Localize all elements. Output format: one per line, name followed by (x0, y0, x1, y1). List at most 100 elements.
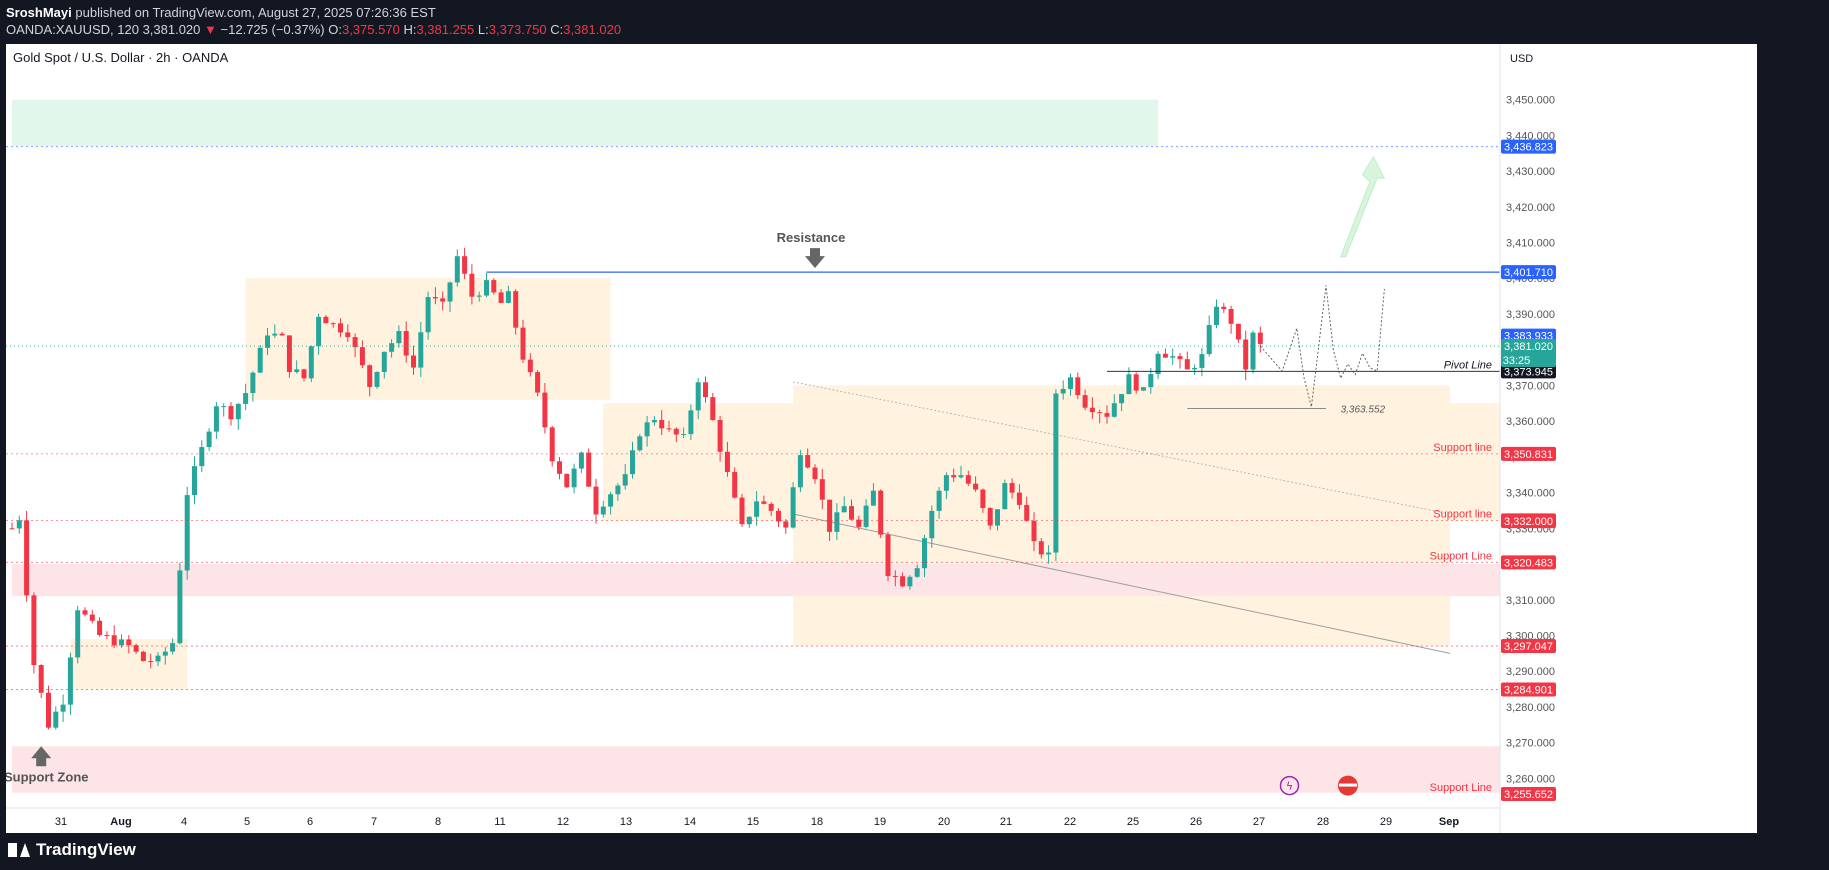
time-tick-label: 11 (494, 816, 505, 828)
candle-body (89, 614, 95, 621)
down-arrow-icon: ▼ (204, 22, 217, 37)
candle-body (1177, 356, 1183, 360)
published-text: published on TradingView.com, August 27,… (75, 5, 436, 20)
price-tick-label: 3,370.000 (1506, 380, 1555, 392)
candle-body (1170, 356, 1176, 358)
candle-body (148, 661, 154, 663)
candle-body (432, 296, 438, 299)
candle-body (805, 455, 811, 468)
price-badge-label: 3,320.483 (1504, 557, 1553, 569)
open-value: 3,375.570 (341, 22, 400, 37)
candle-body (600, 506, 606, 515)
highlight-zone (12, 746, 1509, 793)
level-label: Support Line (1430, 550, 1492, 562)
price-badge-label: 3,332.000 (1504, 516, 1553, 528)
highlight-zone (12, 564, 1524, 597)
candle-body (768, 503, 774, 511)
highlight-zone (12, 99, 1159, 147)
time-tick-label: 20 (938, 816, 950, 828)
time-tick-label: 15 (747, 816, 759, 828)
time-tick-label: 25 (1127, 816, 1139, 828)
candle-body (973, 483, 979, 490)
price-chart[interactable]: Pivot Line Support line Support line Suppor… (6, 44, 1757, 833)
time-tick-label: 19 (874, 816, 886, 828)
time-tick-label: 21 (1000, 816, 1012, 828)
candle-body (943, 475, 949, 491)
high-value: 3,381.255 (416, 22, 475, 37)
candle-body (630, 450, 635, 475)
candle-body (834, 512, 840, 532)
candle-body (1082, 395, 1088, 408)
candle-body (586, 452, 592, 487)
price-badge-label: 3,297.047 (1504, 641, 1553, 653)
candle-body (155, 655, 161, 662)
chart-area[interactable]: Pivot Line Support line Support line Suppor… (6, 44, 1757, 833)
candle-body (469, 273, 475, 297)
price-badge (1501, 786, 1556, 801)
time-tick-label: 22 (1064, 816, 1076, 828)
candle-body (257, 347, 263, 373)
candle-body (593, 486, 599, 515)
projection-path (1259, 285, 1385, 407)
candle-body (790, 487, 796, 528)
candle-body (1060, 388, 1066, 394)
candle-body (505, 291, 511, 303)
price-axis[interactable] (1500, 44, 1557, 833)
candle-body (476, 295, 482, 297)
candle-body (819, 479, 825, 500)
candle-body (878, 490, 884, 535)
candle-body (965, 475, 971, 484)
open-label: O: (328, 22, 342, 37)
candle-body (1206, 325, 1212, 355)
author-name[interactable]: SroshMayi (6, 5, 72, 20)
symbol-label: OANDA:XAUUSD, 120 (6, 22, 139, 37)
lightning-event-icon[interactable] (1279, 775, 1300, 796)
candle-body (1192, 367, 1198, 370)
price-badge (1501, 514, 1556, 529)
candle-body (1068, 377, 1073, 389)
candle-body (367, 365, 373, 387)
candle-body (929, 510, 935, 539)
price-tick-label: 3,360.000 (1506, 416, 1555, 428)
time-tick-label: 4 (181, 816, 187, 828)
candle-body (1257, 332, 1263, 344)
candle-body (97, 620, 103, 636)
candle-body (31, 595, 37, 666)
down-arrow-icon (805, 248, 825, 269)
candle-body (710, 397, 716, 420)
candle-body (1104, 413, 1110, 417)
price-badge (1501, 639, 1556, 654)
candle-body (1038, 541, 1044, 555)
candle-body (724, 451, 730, 473)
candle-body (104, 635, 110, 637)
time-tick-label: 26 (1190, 816, 1202, 828)
price-tick-label: 3,340.000 (1506, 488, 1555, 500)
publish-line: SroshMayi published on TradingView.com, … (6, 5, 436, 20)
candle-body (958, 475, 964, 478)
candle-body (82, 610, 88, 615)
publish-header: SroshMayi published on TradingView.com, … (0, 0, 1829, 44)
candle-body (1228, 308, 1234, 324)
price-tick-label: 3,420.000 (1506, 202, 1555, 214)
candle-body (46, 692, 51, 728)
candle-body (67, 657, 73, 705)
low-value: 3,373.750 (488, 22, 547, 37)
candle-body (578, 452, 584, 469)
price-badge (1501, 139, 1556, 154)
time-tick-label: 31 (55, 816, 67, 828)
candle-body (1024, 504, 1030, 521)
tradingview-logo[interactable]: TradingView (8, 840, 136, 860)
time-tick-label: Aug (110, 816, 131, 828)
candle-body (557, 461, 562, 474)
candle-body (907, 576, 913, 587)
candle-body (1199, 354, 1205, 368)
candle-body (250, 372, 256, 394)
candle-body (637, 436, 643, 451)
candle-body (622, 474, 628, 486)
time-axis[interactable] (6, 808, 1500, 833)
candle-body (1053, 393, 1059, 553)
candle-body (199, 447, 205, 467)
lightning-event-glyph: ϟ (1286, 780, 1293, 793)
candle-body (1155, 353, 1161, 375)
candle-body (1046, 552, 1052, 555)
